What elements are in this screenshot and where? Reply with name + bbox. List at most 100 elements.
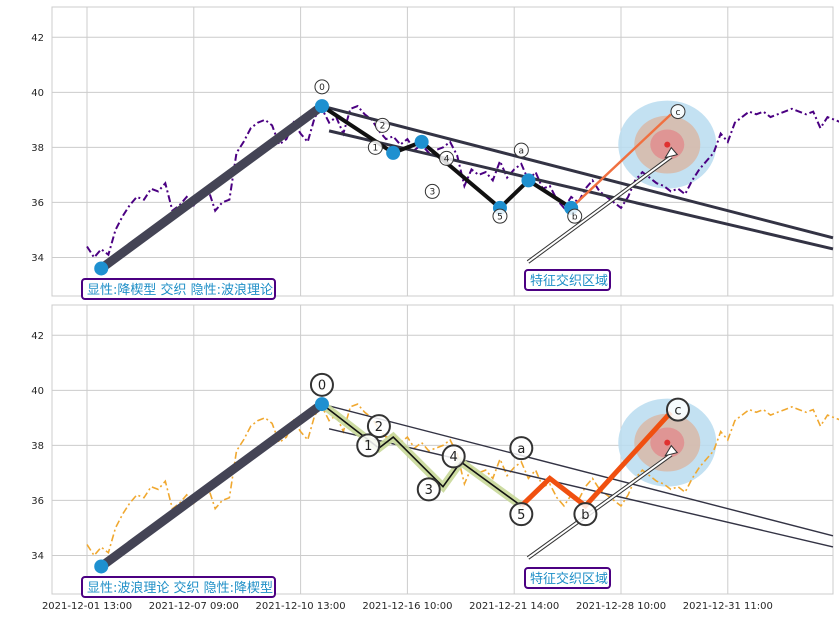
x-tick-label: 2021-12-28 10:00 (576, 601, 666, 612)
bottom-pattern-label-box: 显性:波浪理论 交织 隐性:降楔型 (81, 576, 276, 598)
bottom-annotation-arrowhead (664, 444, 679, 457)
x-axis: 2021-12-01 13:00 2021-12-07 09:00 2021-12-… (42, 601, 773, 612)
top-annotation-label: 特征交织区域 (530, 273, 608, 289)
bottom-wave-label-circle (509, 436, 534, 461)
top-y-axis: 34 36 38 40 42 (31, 33, 44, 264)
x-tick-label: 2021-12-07 09:00 (149, 601, 239, 612)
bottom-annotation-arrow (527, 453, 672, 559)
top-annotation-arrow (527, 155, 672, 263)
bottom-price-line (86, 403, 839, 557)
top-wave-label-circle (314, 79, 330, 95)
top-wave-label-0: 0 (319, 83, 325, 93)
bottom-grid (52, 305, 833, 594)
bottom-annotation-frame (524, 567, 611, 589)
top-orange-segment (570, 113, 672, 209)
bottom-wave-label-circle (665, 397, 690, 422)
top-trend-line (321, 104, 834, 240)
bottom-trend-line (328, 428, 834, 548)
top-pivot-marker (521, 173, 536, 188)
top-target-center-dot (664, 141, 671, 148)
top-wave-label-a: a (519, 146, 525, 156)
bottom-wave-label-circle (441, 444, 466, 469)
bottom-wave-label-circle (309, 372, 334, 397)
top-wave-label-c: c (675, 108, 680, 118)
bottom-wave-label-circle (356, 433, 381, 458)
top-y-tick-label: 36 (31, 198, 44, 209)
bottom-annotation-label: 特征交织区域 (530, 571, 608, 587)
top-wave-label-circle (513, 142, 529, 158)
top-y-tick-label: 34 (31, 253, 44, 264)
bottom-trend-line (321, 403, 834, 537)
bottom-target-center-dot (664, 439, 671, 446)
top-series-layer: 0 1 2 3 4 5 a b c (86, 79, 839, 276)
bottom-wave-label-circle (416, 477, 441, 502)
bottom-wave-label-circle (366, 414, 391, 439)
top-wave-label-3: 3 (429, 188, 435, 198)
top-annotation-frame (524, 269, 611, 291)
bottom-y-tick-label: 42 (31, 331, 44, 342)
bottom-wave-label-0: 0 (318, 378, 326, 393)
bottom-y-tick-label: 34 (31, 551, 44, 562)
bottom-wave-label-4: 4 (450, 450, 458, 465)
top-wave-label-circle (424, 183, 440, 199)
bottom-y-axis: 34 36 38 40 42 (31, 331, 44, 562)
bottom-wave-label-3: 3 (425, 483, 433, 498)
x-tick-label: 2021-12-21 14:00 (469, 601, 559, 612)
top-wave-label-2: 2 (380, 122, 386, 132)
bottom-panel-frame (51, 304, 834, 595)
bottom-y-tick-label: 36 (31, 496, 44, 507)
bottom-series-layer: 0 12 3 4 5 a b c (86, 372, 839, 574)
top-wave-label-circle (670, 104, 686, 120)
top-pivot-marker (94, 261, 109, 276)
bottom-wave-label-c: c (674, 403, 681, 418)
x-tick-label: 2021-12-31 11:00 (683, 601, 773, 612)
bottom-y-tick-label: 38 (31, 441, 44, 452)
top-price-line (86, 104, 839, 260)
top-grid (52, 7, 833, 296)
top-wave-label-b: b (572, 212, 578, 222)
top-wave-label-circle (567, 208, 583, 224)
top-wave-label-circle (367, 139, 383, 155)
bottom-wave-label-b: b (581, 508, 589, 523)
top-pattern-label-box: 显性:降楔型 交织 隐性:波浪理论 (81, 278, 276, 300)
bottom-impulse-leg (96, 399, 327, 571)
top-wave-label-1: 1 (372, 144, 378, 154)
bottom-wave-label-circle (509, 502, 534, 527)
top-wave-label-4: 4 (444, 155, 450, 165)
x-tick-label: 2021-12-01 13:00 (42, 601, 132, 612)
top-y-tick-label: 38 (31, 143, 44, 154)
top-pivot-marker (386, 145, 401, 160)
top-wave-label-circle (492, 208, 508, 224)
bottom-wave-label-circle (573, 502, 598, 527)
top-panel-frame (51, 6, 834, 297)
top-wave-label-circle (374, 117, 390, 133)
bottom-orange-wave (519, 410, 673, 510)
top-pivot-marker (414, 134, 429, 149)
bottom-wave-label-a: a (517, 442, 525, 457)
top-pattern-label: 显性:降楔型 交织 隐性:波浪理论 (87, 282, 273, 298)
top-trend-line (328, 129, 834, 251)
bottom-wave-label-1: 1 (364, 439, 372, 454)
bottom-annotation-box: 特征交织区域 (524, 567, 611, 589)
top-pattern-label-frame (81, 278, 276, 300)
top-wave-label-5: 5 (497, 212, 503, 222)
bottom-wave0-marker (314, 397, 329, 412)
bottom-pattern-label-frame (81, 576, 276, 598)
top-impulse-leg (96, 101, 327, 273)
bottom-wave-label-2: 2 (375, 420, 383, 435)
bottom-y-tick-label: 40 (31, 386, 44, 397)
top-pivot-marker (314, 99, 329, 114)
top-wave-label-circle (439, 150, 455, 166)
bottom-pattern-label: 显性:波浪理论 交织 隐性:降楔型 (87, 580, 273, 596)
x-tick-label: 2021-12-16 10:00 (362, 601, 452, 612)
x-tick-label: 2021-12-10 13:00 (256, 601, 346, 612)
bottom-wave-label-5: 5 (517, 508, 525, 523)
top-annotation-box: 特征交织区域 (524, 269, 611, 291)
bottom-start-marker (94, 559, 109, 574)
top-annotation-arrowhead (664, 146, 679, 159)
top-y-tick-label: 42 (31, 33, 44, 44)
top-y-tick-label: 40 (31, 88, 44, 99)
